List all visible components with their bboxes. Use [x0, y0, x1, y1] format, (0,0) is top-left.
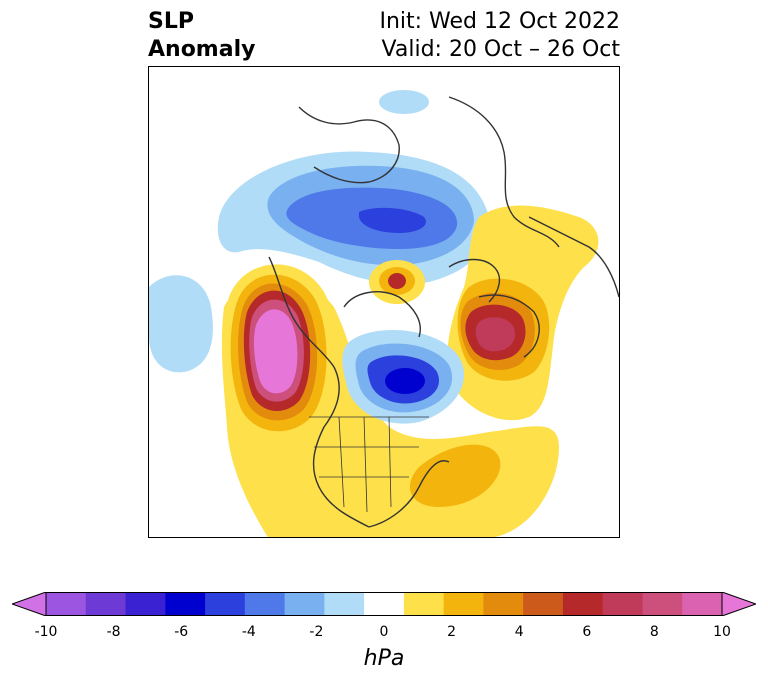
colorbar-segment	[483, 592, 524, 616]
anomaly-light-blue-north	[379, 90, 429, 114]
colorbar-outline	[45, 592, 723, 616]
colorbar-tick-label: 8	[649, 624, 659, 640]
map-svg	[149, 90, 619, 537]
colorbar-tick-label: -2	[309, 624, 324, 640]
colorbar-segment	[244, 592, 286, 616]
colorbar	[12, 592, 756, 616]
colorbar-segment	[602, 592, 643, 616]
coastlines	[268, 96, 619, 528]
colorbar-segment	[85, 592, 127, 616]
anomaly-crimson-east	[475, 317, 516, 352]
colorbar-tick-label: -6	[174, 624, 189, 640]
colorbar-segment	[205, 592, 246, 616]
colorbar-segment	[682, 592, 723, 616]
anomaly-light-blue-west	[149, 275, 213, 373]
colorbar-segment	[523, 592, 564, 616]
colorbar-segment	[284, 592, 325, 616]
title-line-2: Anomaly	[148, 37, 256, 62]
anomaly-blue-core	[359, 207, 427, 233]
colorbar-right-extend	[721, 592, 756, 616]
colorbar-segment	[364, 592, 405, 616]
colorbar-tick-label: 10	[713, 624, 731, 640]
colorbar-segment	[403, 592, 445, 616]
anomaly-orange-south	[409, 444, 501, 507]
colorbar-tick-label: 4	[514, 624, 524, 640]
title-line-1: SLP	[148, 9, 194, 34]
colorbar-tick-label: -4	[241, 624, 256, 640]
anomaly-dark-blue-hudson	[385, 368, 425, 394]
colorbar-segment	[443, 592, 484, 616]
colorbar-units: hPa	[363, 646, 405, 671]
anomaly-pink-pacific	[253, 309, 298, 394]
valid-date-range: Valid: 20 Oct – 26 Oct	[381, 37, 620, 62]
init-date: Init: Wed 12 Oct 2022	[379, 9, 620, 34]
map-dates: Init: Wed 12 Oct 2022 Valid: 20 Oct – 26…	[379, 8, 620, 64]
colorbar-segment	[46, 592, 87, 616]
colorbar-tick-label: 2	[447, 624, 457, 640]
colorbar-tick-label: 6	[582, 624, 592, 640]
us-state-borders	[309, 416, 429, 513]
colorbar-tick-label: -8	[106, 624, 121, 640]
colorbar-segment	[125, 592, 166, 616]
colorbar-tick-label: -10	[34, 624, 58, 640]
colorbar-left-extend	[12, 592, 47, 616]
colorbar-segment	[324, 592, 365, 616]
colorbar-tick-label: 0	[379, 624, 389, 640]
map-title: SLP Anomaly	[148, 8, 255, 64]
anomaly-red-arctic	[388, 273, 406, 289]
colorbar-segment	[642, 592, 683, 616]
colorbar-segment	[562, 592, 604, 616]
slp-anomaly-map	[148, 66, 620, 538]
colorbar-segment	[165, 592, 206, 616]
colorbar-ticks: -10 -8 -6 -4 -2 0 2 4 6 8 10	[0, 624, 768, 644]
